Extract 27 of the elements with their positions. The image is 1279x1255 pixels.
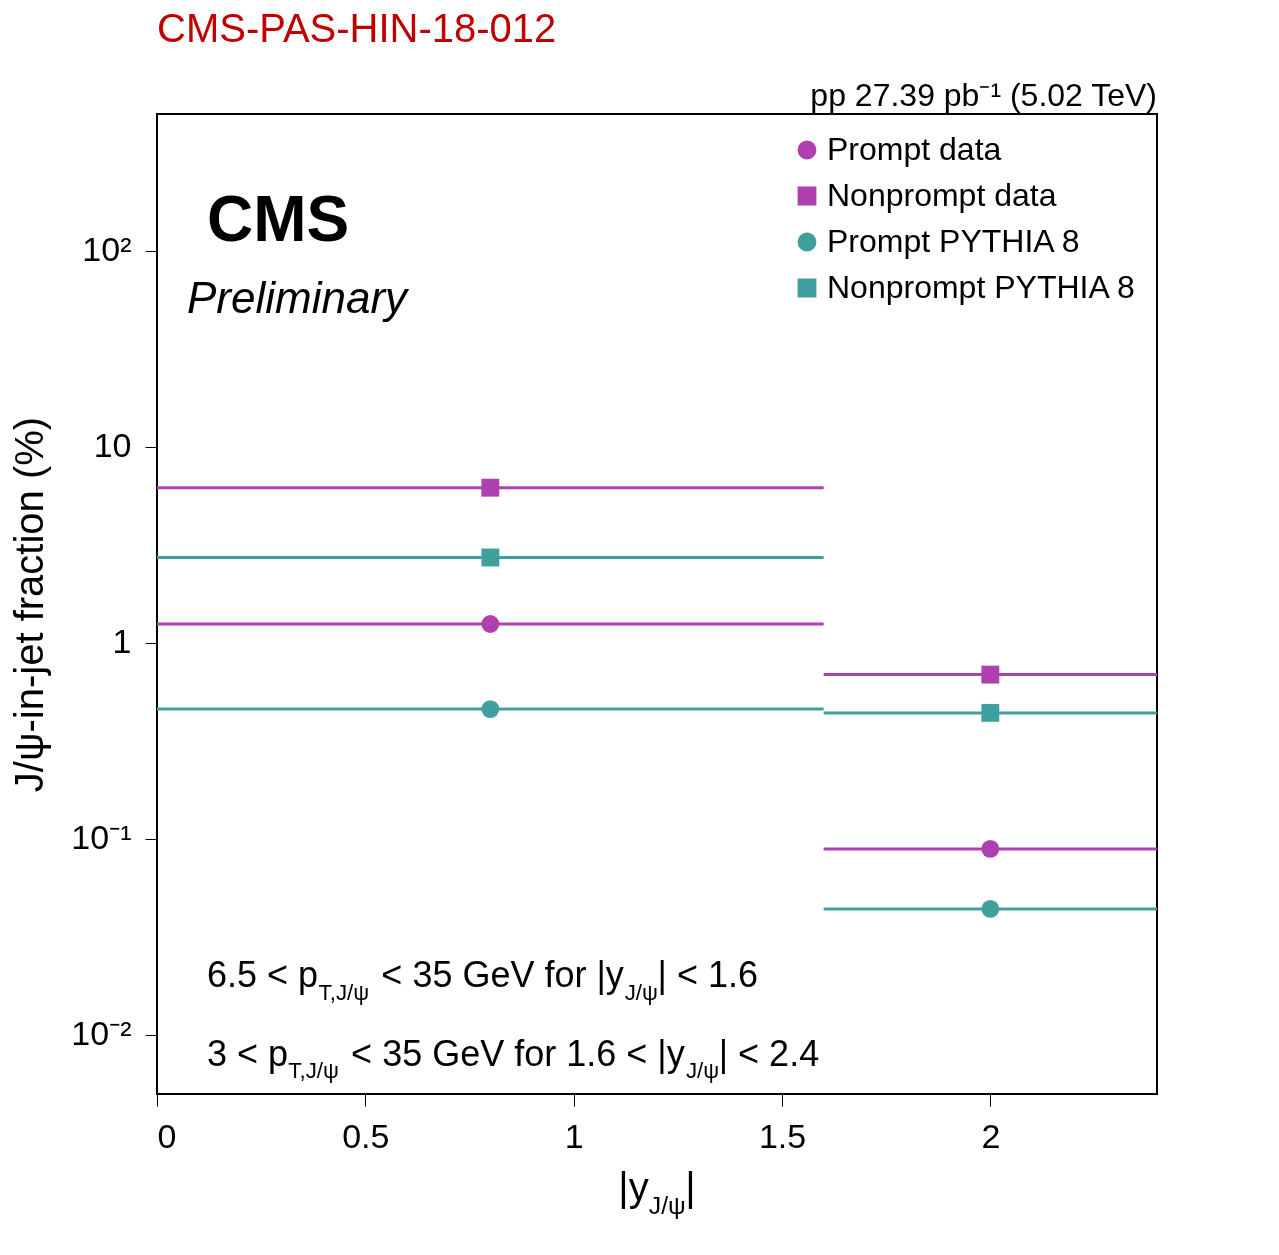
legend-label: Nonprompt data — [827, 177, 1057, 213]
annotation: CMS — [207, 182, 350, 255]
x-tick-label: 1.5 — [758, 1116, 807, 1155]
point — [981, 899, 1000, 918]
y-axis-title: J/ψ-in-jet fraction (%) — [7, 416, 52, 793]
y-tick-label: 10 — [93, 426, 132, 465]
x-tick-label: 0 — [157, 1116, 177, 1155]
x-tick-label: 2 — [981, 1116, 1001, 1155]
point — [481, 478, 500, 497]
legend-label: Nonprompt PYTHIA 8 — [827, 269, 1135, 305]
point — [981, 839, 1000, 858]
y-tick-label: 10⁻² — [71, 1014, 132, 1053]
legend-label: Prompt PYTHIA 8 — [827, 223, 1080, 259]
y-tick-label: 1 — [112, 622, 132, 661]
point — [981, 703, 1000, 722]
annotation: Preliminary — [187, 273, 411, 323]
chart-title: CMS-PAS-HIN-18-012 — [157, 6, 557, 50]
point — [481, 700, 500, 719]
point — [981, 665, 1000, 684]
legend-label: Prompt data — [827, 131, 1002, 167]
point — [481, 548, 500, 567]
y-tick-label: 10⁻¹ — [71, 818, 132, 857]
text: pp 27.39 pb⁻¹ (5.02 TeV) — [810, 77, 1157, 113]
y-tick-label: 10² — [82, 230, 132, 269]
point — [481, 615, 500, 633]
x-tick-label: 1 — [564, 1116, 584, 1155]
x-tick-label: 0.5 — [342, 1116, 390, 1155]
